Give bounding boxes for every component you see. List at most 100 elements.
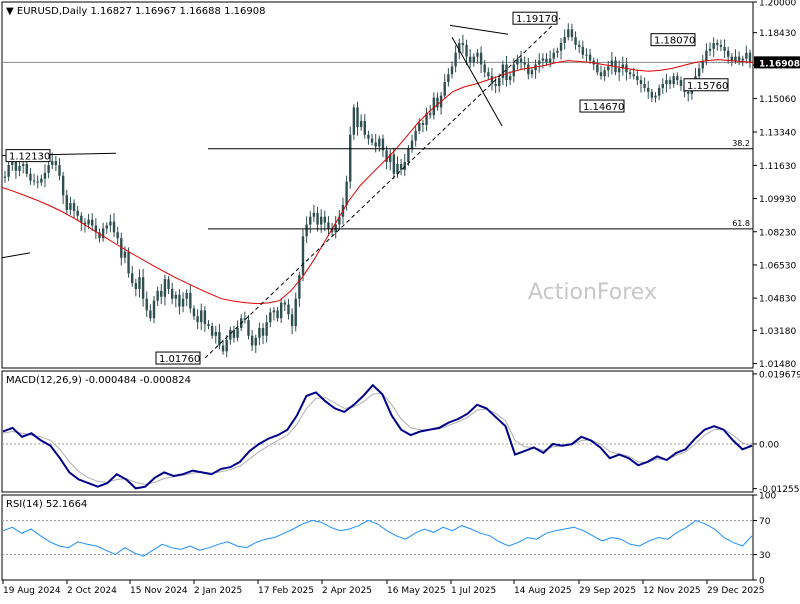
candle xyxy=(556,47,559,58)
price-tick-label: 1.08230 xyxy=(759,228,796,238)
price-annotation-box xyxy=(5,149,51,163)
candle-body xyxy=(585,54,588,56)
candle xyxy=(476,49,479,64)
candle xyxy=(18,159,21,177)
candle xyxy=(130,266,134,287)
candle-body xyxy=(607,66,610,71)
candle-body xyxy=(556,50,559,53)
candle xyxy=(538,53,541,73)
candle-body xyxy=(7,164,10,177)
candle xyxy=(657,84,661,101)
candle-body xyxy=(330,228,334,233)
candle xyxy=(545,53,548,66)
candle xyxy=(490,67,494,91)
moving-average-line xyxy=(1,59,754,305)
candle xyxy=(58,158,61,181)
candle-body xyxy=(250,335,254,346)
candle-body xyxy=(530,70,534,75)
trendline-channel-diagonal xyxy=(451,36,503,127)
candle xyxy=(163,274,167,306)
price-tick-label: 1.06530 xyxy=(759,261,796,271)
candle xyxy=(54,155,58,172)
candle-body xyxy=(229,329,232,340)
candle-body xyxy=(527,64,530,75)
candle-body xyxy=(418,123,421,131)
candle-body xyxy=(327,222,330,229)
candle xyxy=(290,308,294,335)
price-annotation: 1.01760 xyxy=(155,351,201,365)
candle-body xyxy=(450,66,454,75)
fibonacci-label: 61.8 xyxy=(732,219,750,228)
candle-body xyxy=(447,74,450,83)
candle xyxy=(156,286,159,306)
candle xyxy=(338,209,341,230)
candle xyxy=(708,42,712,57)
candle-body xyxy=(109,221,112,226)
candle xyxy=(65,189,68,215)
candle-body xyxy=(116,232,119,239)
candle xyxy=(599,65,603,80)
candle xyxy=(72,199,76,219)
candle-body xyxy=(189,292,192,309)
candle xyxy=(232,325,236,343)
candle xyxy=(349,126,352,189)
price-annotation: 1.14670 xyxy=(579,99,625,113)
candle-body xyxy=(91,219,94,226)
candle-body xyxy=(603,70,606,77)
candle xyxy=(276,307,279,322)
candle-body xyxy=(345,181,348,206)
candle xyxy=(563,29,566,50)
candle-body xyxy=(218,331,221,346)
candle-body xyxy=(661,83,664,88)
time-tick-label: 29 Dec 2025 xyxy=(707,586,765,596)
candle xyxy=(258,322,261,345)
candle-body xyxy=(665,80,668,84)
candle-body xyxy=(668,80,672,84)
time-tick-label: 19 Aug 2024 xyxy=(3,586,61,596)
candle xyxy=(298,271,301,307)
candle-body xyxy=(389,154,392,163)
candle xyxy=(443,74,446,99)
candle xyxy=(87,213,90,229)
candle xyxy=(229,326,232,345)
candle-body xyxy=(483,64,486,73)
candle-body xyxy=(414,130,417,141)
candle xyxy=(621,56,625,76)
candle xyxy=(112,213,116,238)
candle xyxy=(516,54,519,70)
candle xyxy=(552,48,555,63)
candle xyxy=(221,339,225,355)
candle xyxy=(247,314,250,340)
candle xyxy=(523,56,526,71)
candle xyxy=(639,75,643,93)
candle-body xyxy=(163,279,167,297)
candle-body xyxy=(185,292,188,299)
candle xyxy=(559,38,563,60)
candle-body xyxy=(428,113,432,116)
candle-body xyxy=(149,310,152,319)
candle xyxy=(737,51,741,66)
candle xyxy=(323,210,327,232)
current-price-tag-label: 1.16908 xyxy=(759,59,800,69)
candle-body xyxy=(349,134,352,182)
candle xyxy=(487,67,490,81)
current-price-tag: 1.16908 xyxy=(754,56,800,69)
candle-body xyxy=(548,58,552,63)
candle-body xyxy=(567,29,570,38)
candle xyxy=(225,335,228,358)
candle-body xyxy=(192,308,196,317)
candle-body xyxy=(487,72,490,77)
candle-body xyxy=(58,164,61,176)
trendline-rising-dashed xyxy=(204,17,561,359)
candle xyxy=(120,232,123,266)
candle xyxy=(389,149,392,171)
candle-body xyxy=(319,216,323,225)
candle xyxy=(69,196,72,215)
candle-body xyxy=(279,302,283,319)
candle xyxy=(548,50,552,68)
candle xyxy=(309,211,312,234)
candle xyxy=(668,76,672,89)
candle-body xyxy=(501,64,505,79)
macd-panel-label: MACD(12,26,9) -0.000484 -0.000824 xyxy=(6,375,191,386)
candle xyxy=(418,118,421,134)
